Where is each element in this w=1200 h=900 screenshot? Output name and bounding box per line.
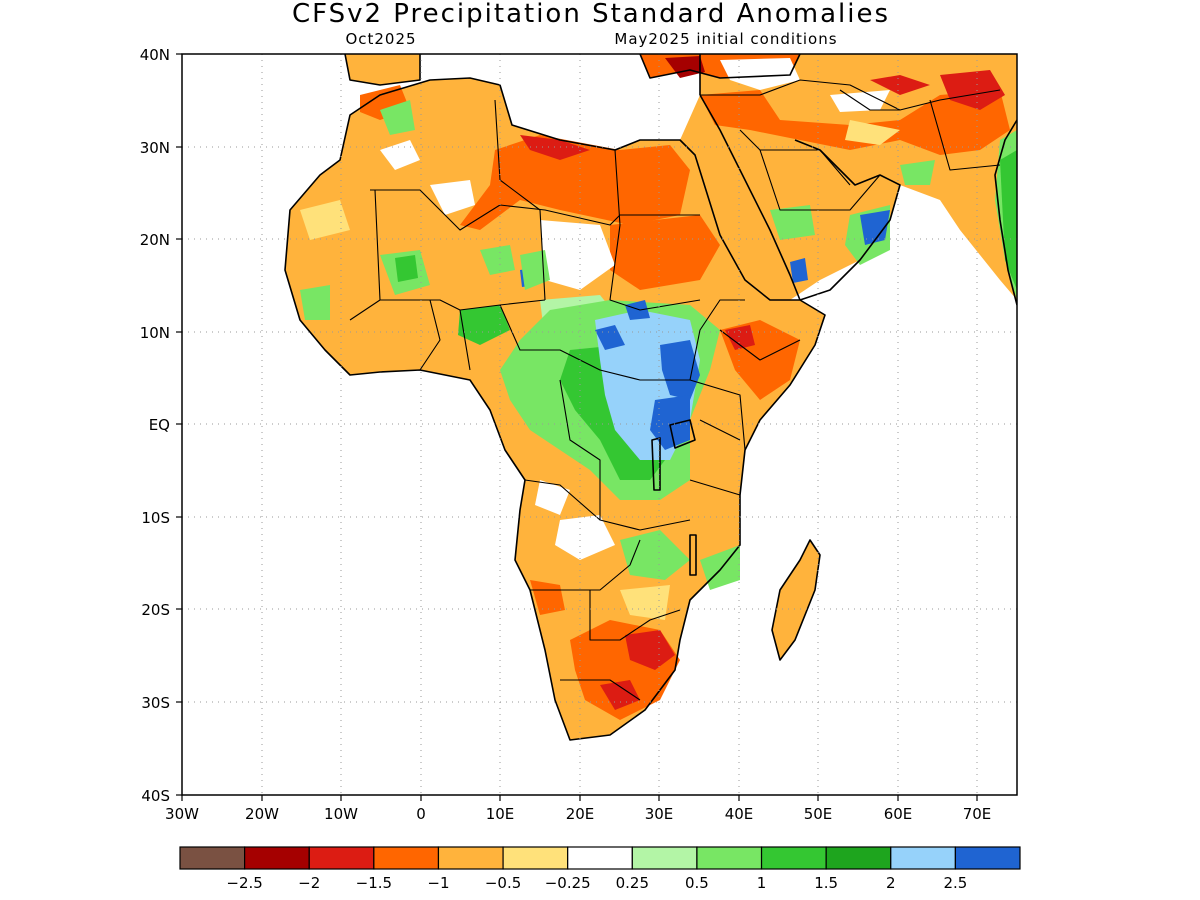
lon-label: 50E bbox=[804, 805, 833, 823]
colorbar-swatch bbox=[308, 846, 375, 870]
colorbar-label: −0.25 bbox=[545, 874, 591, 892]
initial-conditions-label: May2025 initial conditions bbox=[614, 30, 837, 48]
colorbar-swatch bbox=[502, 846, 569, 870]
colorbar-swatch bbox=[437, 846, 504, 870]
lon-label: 10E bbox=[486, 805, 515, 823]
colorbar-swatch bbox=[179, 846, 246, 870]
lon-label: 0 bbox=[416, 805, 426, 823]
colorbar-swatch bbox=[244, 846, 310, 870]
southern-europe bbox=[345, 54, 420, 85]
madagascar bbox=[772, 540, 820, 660]
lat-label: 30N bbox=[140, 139, 170, 157]
lon-label: 60E bbox=[884, 805, 913, 823]
lon-label: 70E bbox=[963, 805, 992, 823]
lon-label: 30W bbox=[165, 805, 199, 823]
lat-label: 10N bbox=[140, 324, 170, 342]
colorbar-label: −0.5 bbox=[485, 874, 521, 892]
colorbar-label: 0.25 bbox=[616, 874, 649, 892]
lat-label: EQ bbox=[149, 416, 170, 434]
map-title: CFSv2 Precipitation Standard Anomalies bbox=[292, 0, 890, 29]
colorbar-label: 2 bbox=[886, 874, 896, 892]
colorbar-swatch bbox=[825, 846, 892, 870]
lon-label: 10W bbox=[324, 805, 358, 823]
colorbar-swatch bbox=[954, 846, 1021, 870]
colorbar-label: 1.5 bbox=[814, 874, 838, 892]
europe-coastline bbox=[344, 54, 801, 86]
colorbar: −2.5 −2 −1.5 −1 −0.5 −0.25 0.25 0.5 1 1.5 2 2.5 bbox=[179, 846, 1021, 892]
lat-label: 20S bbox=[141, 601, 170, 619]
wet-anomaly-patches bbox=[300, 100, 1017, 590]
axis-ticks bbox=[176, 53, 978, 801]
colorbar-label: −2 bbox=[298, 874, 320, 892]
africa-coastline bbox=[284, 77, 826, 741]
lat-label: 20N bbox=[140, 231, 170, 249]
valid-month-label: Oct2025 bbox=[345, 30, 416, 48]
colorbar-label: −2.5 bbox=[226, 874, 262, 892]
lake-tanganyika bbox=[651, 437, 661, 491]
lon-label: 20W bbox=[245, 805, 279, 823]
colorbar-swatch bbox=[696, 846, 763, 870]
colorbar-swatch bbox=[631, 846, 698, 870]
colorbar-swatch bbox=[760, 846, 827, 870]
colorbar-label: 0.5 bbox=[685, 874, 709, 892]
lat-label: 30S bbox=[141, 694, 170, 712]
colorbar-swatch bbox=[567, 846, 633, 870]
lon-label: 40E bbox=[725, 805, 754, 823]
lat-label: 40N bbox=[140, 46, 170, 64]
near-normal-patches bbox=[300, 58, 900, 620]
latitude-labels: 40N 30N 20N 10N EQ 10S 20S 30S 40S bbox=[140, 46, 170, 805]
colorbar-label: −1.5 bbox=[356, 874, 392, 892]
country-borders bbox=[349, 79, 1001, 701]
lake-malawi bbox=[689, 534, 697, 576]
colorbar-label: −1 bbox=[427, 874, 449, 892]
lake-victoria bbox=[669, 419, 696, 449]
madagascar-coastline bbox=[771, 539, 821, 661]
colorbar-swatch bbox=[373, 846, 440, 870]
colorbar-label: 1 bbox=[757, 874, 767, 892]
lon-label: 20E bbox=[566, 805, 595, 823]
coastlines bbox=[284, 54, 1017, 741]
lat-label: 40S bbox=[141, 787, 170, 805]
india-coastline bbox=[994, 119, 1017, 306]
longitude-labels: 30W 20W 10W 0 10E 20E 30E 40E 50E 60E 70… bbox=[165, 805, 991, 823]
map-area bbox=[182, 54, 1017, 795]
colorbar-label: 2.5 bbox=[943, 874, 967, 892]
colorbar-swatch bbox=[890, 846, 956, 870]
lon-label: 30E bbox=[645, 805, 674, 823]
lat-label: 10S bbox=[141, 509, 170, 527]
